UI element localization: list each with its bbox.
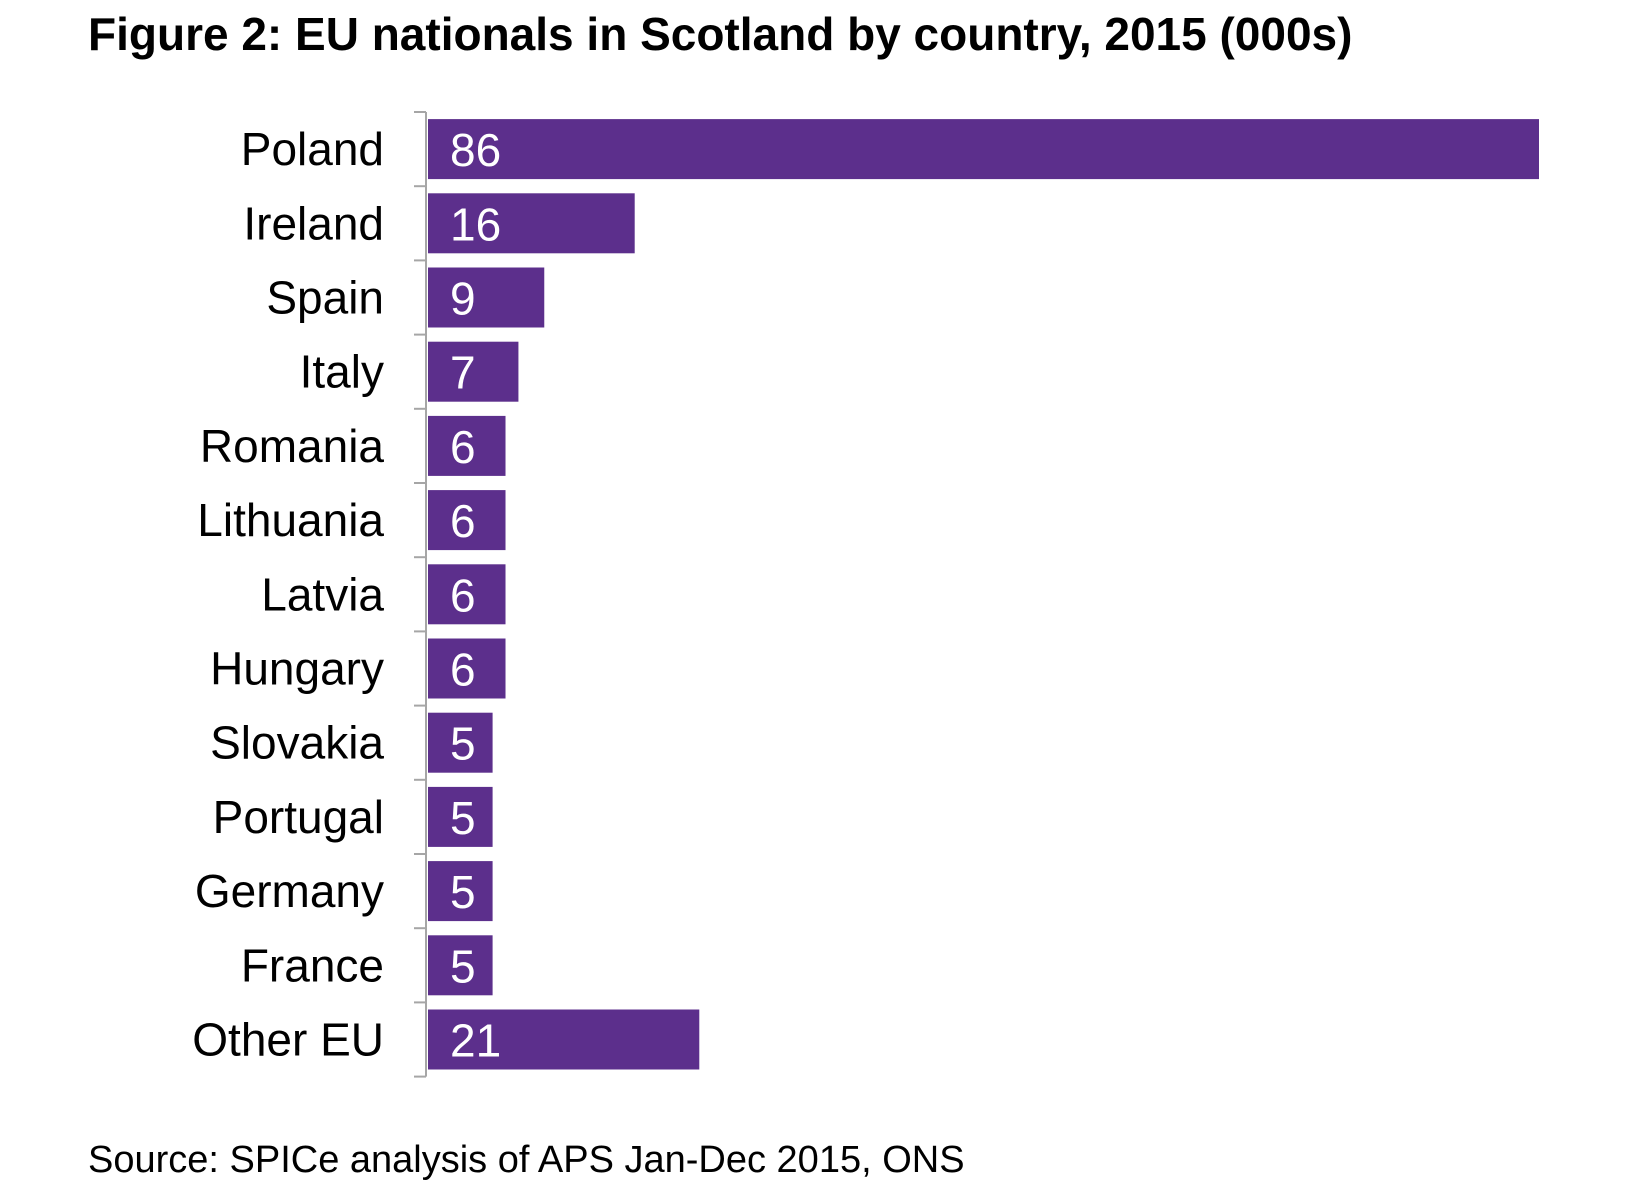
data-label: 86: [450, 124, 501, 176]
source-note: Source: SPICe analysis of APS Jan-Dec 20…: [88, 1139, 965, 1181]
data-label: 5: [450, 866, 476, 918]
category-label: Poland: [241, 123, 384, 175]
category-label: Lithuania: [197, 494, 384, 546]
category-label: Germany: [195, 865, 384, 917]
data-label: 9: [450, 273, 476, 325]
category-label: Other EU: [192, 1014, 384, 1066]
bar-spain: [428, 267, 545, 328]
category-label: Slovakia: [210, 717, 384, 769]
category-label: France: [241, 939, 384, 991]
category-labels: Poland Ireland Spain Italy Romania Lithuania L…: [192, 123, 384, 1065]
bar-italy: [428, 341, 519, 402]
data-label: 7: [450, 347, 476, 399]
data-label: 21: [450, 1015, 501, 1067]
category-label: Latvia: [261, 568, 384, 620]
bar-lithuania: [428, 490, 506, 551]
bar-france: [428, 935, 493, 996]
bar-slovakia: [428, 712, 493, 773]
bars: [428, 119, 1539, 1070]
category-label: Ireland: [243, 197, 384, 249]
bar-other-eu: [428, 1009, 700, 1070]
value-labels: 86 16 9 7 6 6 6 6 5 5 5 5 21: [450, 124, 501, 1066]
bar-romania: [428, 415, 506, 476]
bar-poland: [428, 119, 1539, 180]
category-label: Romania: [200, 420, 385, 472]
category-label: Hungary: [210, 643, 384, 695]
data-label: 16: [450, 198, 501, 250]
category-label: Portugal: [213, 791, 384, 843]
data-label: 5: [450, 718, 476, 770]
data-label: 5: [450, 792, 476, 844]
bar-hungary: [428, 638, 506, 699]
data-label: 6: [450, 495, 476, 547]
category-label: Italy: [300, 346, 384, 398]
bar-ireland: [428, 193, 635, 254]
category-label: Spain: [266, 272, 384, 324]
data-label: 5: [450, 940, 476, 992]
chart-title: Figure 2: EU nationals in Scotland by co…: [88, 8, 1353, 60]
data-label: 6: [450, 644, 476, 696]
bar-portugal: [428, 786, 493, 847]
bar-latvia: [428, 564, 506, 625]
data-label: 6: [450, 421, 476, 473]
bar-germany: [428, 861, 493, 922]
data-label: 6: [450, 569, 476, 621]
y-axis: [414, 111, 427, 1078]
